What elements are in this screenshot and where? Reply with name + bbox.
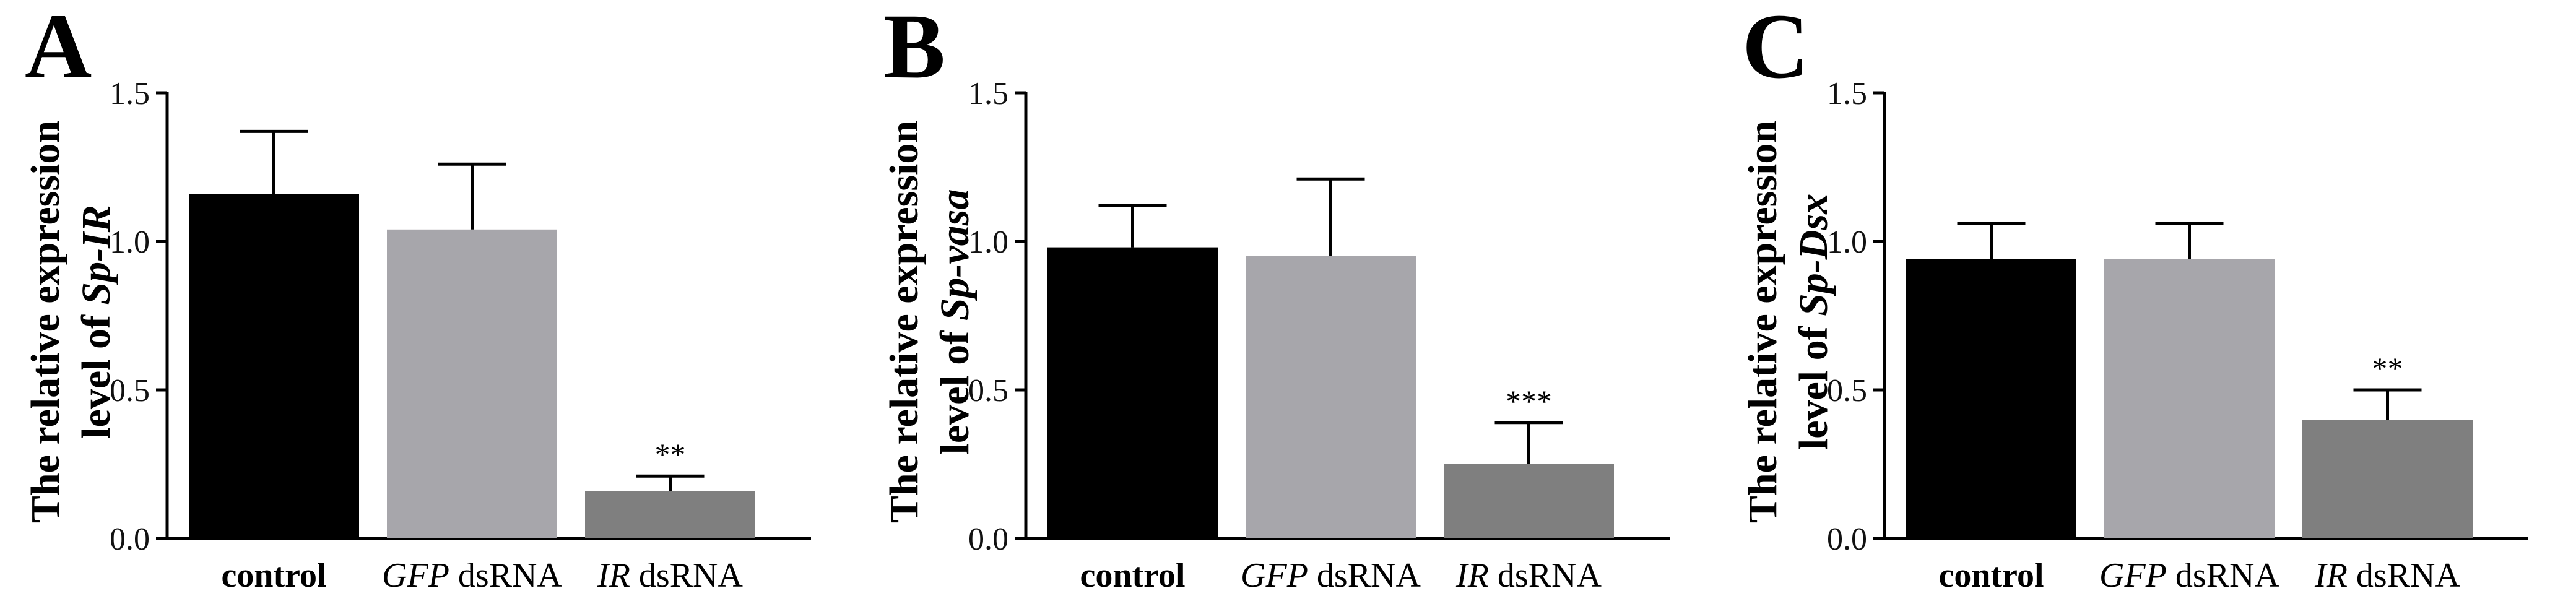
category-text-part: control <box>1938 556 2044 595</box>
bar-3 <box>585 491 755 538</box>
significance-marker: ** <box>2372 351 2403 386</box>
panel-c: C The relative expression level of Sp-Dsx 0… <box>1717 0 2576 609</box>
bar-2 <box>387 229 557 538</box>
y-axis-label-line2: level of <box>74 305 119 439</box>
category-text-part: dsRNA <box>630 556 744 595</box>
bar-1 <box>1047 247 1218 538</box>
y-axis-label-line2: level of <box>932 321 978 454</box>
y-axis-label-line1: The relative expression <box>23 121 68 523</box>
bar-1 <box>189 194 359 538</box>
panel-letter: B <box>883 0 945 98</box>
panel-letter: C <box>1742 0 1809 98</box>
x-category-label-1: control <box>221 556 326 595</box>
category-text-part: dsRNA <box>1489 556 1602 595</box>
y-tick-label: 1.5 <box>968 76 1008 111</box>
y-tick-label: 1.5 <box>110 76 150 111</box>
bar-2 <box>2104 259 2275 538</box>
y-axis-label-gene: Sp-Dsx <box>1791 194 1836 316</box>
y-tick-label: 0.0 <box>968 522 1008 557</box>
significance-marker: *** <box>1506 384 1552 418</box>
category-italic-part: IR <box>597 556 630 595</box>
category-text-part: control <box>221 556 326 595</box>
bar-2 <box>1246 256 1416 538</box>
category-italic-part: GFP <box>2099 556 2167 595</box>
category-italic-part: IR <box>1455 556 1489 595</box>
y-axis-label: The relative expression level of Sp-IR <box>23 121 119 523</box>
significance-marker: ** <box>655 437 686 472</box>
x-category-label-3: IR dsRNA <box>597 556 743 595</box>
y-tick-label: 1.0 <box>968 225 1008 260</box>
category-text-part: dsRNA <box>1308 556 1421 595</box>
x-category-label-2: GFP dsRNA <box>382 556 562 595</box>
x-category-label-2: GFP dsRNA <box>1241 556 1421 595</box>
category-italic-part: GFP <box>382 556 449 595</box>
panel-b-chart: B The relative expression level of Sp-vasa… <box>882 0 1670 595</box>
bar-1 <box>1906 259 2076 538</box>
category-text-part: dsRNA <box>2167 556 2280 595</box>
category-italic-part: GFP <box>1241 556 1308 595</box>
category-text-part: dsRNA <box>2348 556 2461 595</box>
y-tick-label: 0.5 <box>1827 373 1867 408</box>
y-axis-label-gene: Sp-vasa <box>932 189 978 321</box>
y-tick-label: 1.0 <box>1827 225 1867 260</box>
y-tick-label: 0.5 <box>968 373 1008 408</box>
y-axis-label: The relative expression level of Sp-Dsx <box>1740 121 1836 523</box>
y-axis-label-line1: The relative expression <box>1740 121 1785 523</box>
x-category-label-2: GFP dsRNA <box>2099 556 2279 595</box>
panel-letter: A <box>25 0 92 98</box>
x-category-label-3: IR dsRNA <box>1455 556 1602 595</box>
category-italic-part: IR <box>2314 556 2348 595</box>
category-text-part: dsRNA <box>449 556 563 595</box>
x-category-label-1: control <box>1938 556 2044 595</box>
bar-3 <box>2302 420 2473 538</box>
category-text-part: control <box>1080 556 1185 595</box>
y-tick-label: 0.0 <box>1827 522 1867 557</box>
y-tick-label: 1.5 <box>1827 76 1867 111</box>
x-category-label-1: control <box>1080 556 1185 595</box>
panel-a: A The relative expression level of Sp-IR 0.… <box>0 0 859 609</box>
panel-b: B The relative expression level of Sp-vasa… <box>859 0 1717 609</box>
x-category-label-3: IR dsRNA <box>2314 556 2460 595</box>
y-axis-label-line1: The relative expression <box>882 121 927 523</box>
bar-3 <box>1444 464 1614 538</box>
y-tick-label: 0.0 <box>110 522 150 557</box>
y-axis-label-gene: Sp-IR <box>74 205 119 304</box>
y-axis-label-line2: level of <box>1791 316 1836 450</box>
y-tick-label: 1.0 <box>110 225 150 260</box>
y-axis-label: The relative expression level of Sp-vasa <box>882 121 978 523</box>
y-tick-label: 0.5 <box>110 373 150 408</box>
